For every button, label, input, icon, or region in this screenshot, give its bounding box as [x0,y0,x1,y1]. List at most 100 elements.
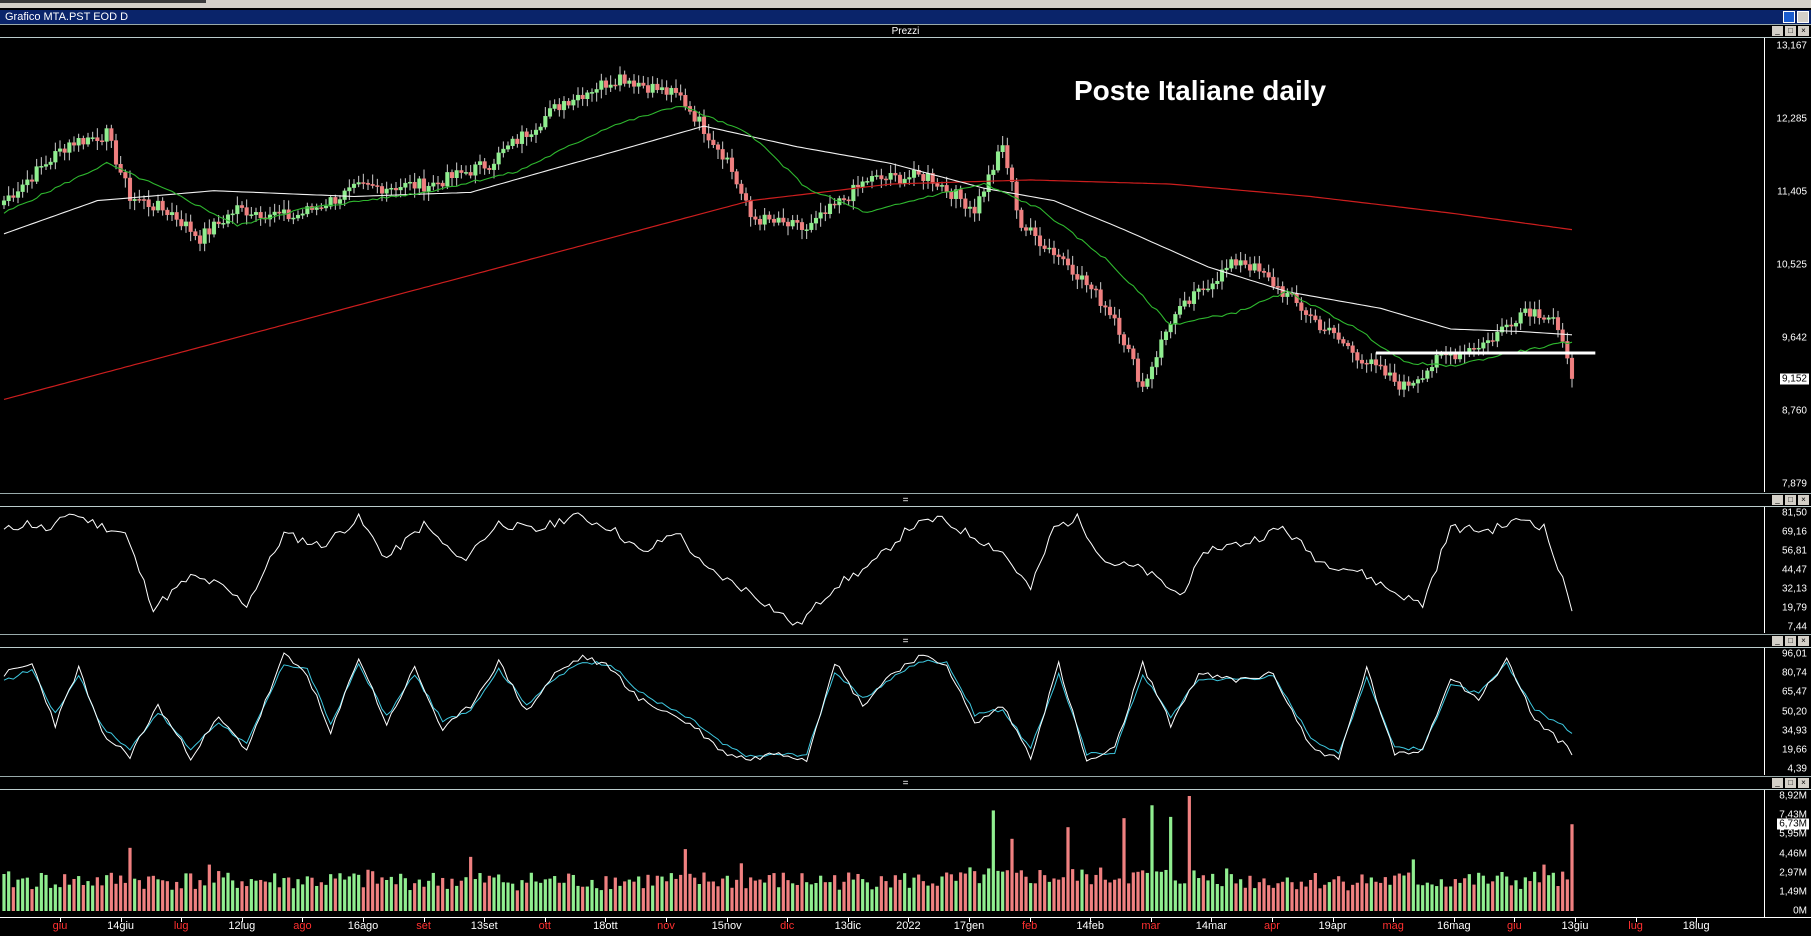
candle-up [1327,327,1332,331]
window-button-close[interactable] [1797,11,1809,23]
candle-down [701,116,707,134]
panel-close-button[interactable]: × [1798,495,1809,505]
candle-down [188,221,193,232]
volume-bar-up [170,889,174,911]
volume-bar-up [417,879,421,911]
panel-minimize-button[interactable]: _ [1772,495,1783,505]
candle-down [216,221,221,225]
axis-tick-label: 80,74 [1781,667,1807,679]
volume-bar-down [259,879,263,911]
volume-bar-down [1248,875,1252,911]
panel-maximize-button[interactable]: □ [1785,26,1796,36]
volume-bar-up [291,888,295,911]
candle-up [328,197,333,207]
time-axis-tick [666,918,667,922]
candle-down [379,186,385,194]
volume-bar-up [571,874,575,911]
candle-down [879,175,884,180]
price-panel-header: Prezzi _ □ × [0,24,1811,38]
candle-down [1537,309,1542,319]
volume-bar-up [1080,869,1084,911]
volume-bar-down [366,869,370,911]
volume-bar-up [1192,870,1196,911]
volume-bar-down [1131,872,1135,911]
candle-down [137,199,142,201]
candle-up [1285,292,1290,297]
volume-bar-up [357,874,361,911]
candle-up [865,181,870,183]
candle-down [1317,319,1323,331]
candle-down [1131,348,1136,360]
panel-maximize-button[interactable]: □ [1785,636,1796,646]
candle-down [1560,329,1565,342]
volume-bar-down [1556,886,1560,911]
volume-bar-down [1267,885,1271,911]
time-axis-tick [1635,918,1637,922]
time-axis-tick [423,918,425,922]
candle-up [445,172,450,187]
candle-up [991,169,996,175]
candle-down [1103,305,1108,308]
panel-maximize-button[interactable]: □ [1785,778,1796,788]
time-axis-tick [181,918,183,922]
volume-bar-up [837,889,841,911]
volume-bar-up [403,878,407,911]
axis-tick-label: 11,405 [1777,186,1807,198]
time-axis-label: ott [538,920,551,932]
candle-up [20,184,25,192]
volume-bar-down [1094,874,1098,911]
volume-bar-down [179,888,183,911]
volume-bar-down [287,877,291,911]
window-button-restore[interactable] [1783,11,1795,23]
axis-tick-label: 4,39 [1787,763,1807,775]
axis-tick-label: 8,92M [1779,790,1807,802]
volume-bar-up [1164,869,1168,911]
candle-up [48,161,53,165]
panel-minimize-button[interactable]: _ [1772,636,1783,646]
volume-bar-down [1010,838,1014,911]
candle-down [1070,264,1075,275]
axis-tick-label: 7,43M [1779,809,1807,821]
panel-close-button[interactable]: × [1798,778,1809,788]
candle-up [202,228,207,244]
volume-bar-down [1066,827,1070,911]
volume-bar-down [721,878,725,911]
candle-down [734,171,739,185]
candle-up [776,217,781,223]
panel-minimize-button[interactable]: _ [1772,778,1783,788]
stoch-panel: = _ □ × 96,01 80,74 65,47 50,20 34,93 19,66 4,39 [0,634,1811,775]
volume-bar-down [198,880,202,911]
candle-down [1089,284,1094,290]
panel-close-button[interactable]: × [1798,26,1809,36]
volume-bar-up [35,886,39,911]
volume-bar-down [931,883,935,911]
volume-bar-up [226,872,230,911]
candle-down [1023,227,1029,231]
candle-down [95,137,100,141]
candle-up [725,157,730,160]
time-axis-tick [1453,918,1455,922]
candle-up [827,203,833,214]
volume-bar-down [959,872,963,911]
candle-up [902,178,907,184]
time-axis-label: feb [1021,920,1038,932]
volume-bar-up [1150,805,1154,911]
time-axis-tick [847,918,849,922]
volume-bar-up [637,876,641,911]
candle-up [1504,324,1509,328]
volume-bar-down [693,877,697,911]
panel-minimize-button[interactable]: _ [1772,26,1783,36]
volume-bar-up [77,876,81,911]
candle-up [496,152,501,165]
panel-close-button[interactable]: × [1798,636,1809,646]
time-axis-tick [1575,918,1576,922]
volume-bar-up [231,880,235,911]
time-axis-label: set [416,920,431,932]
candle-down [823,212,828,214]
candle-up [337,199,343,204]
volume-bar-up [1402,875,1406,911]
time-axis-tick [726,918,728,922]
panel-maximize-button[interactable]: □ [1785,495,1796,505]
last-price-label: 9,152 [1779,373,1809,385]
candle-up [291,217,296,220]
